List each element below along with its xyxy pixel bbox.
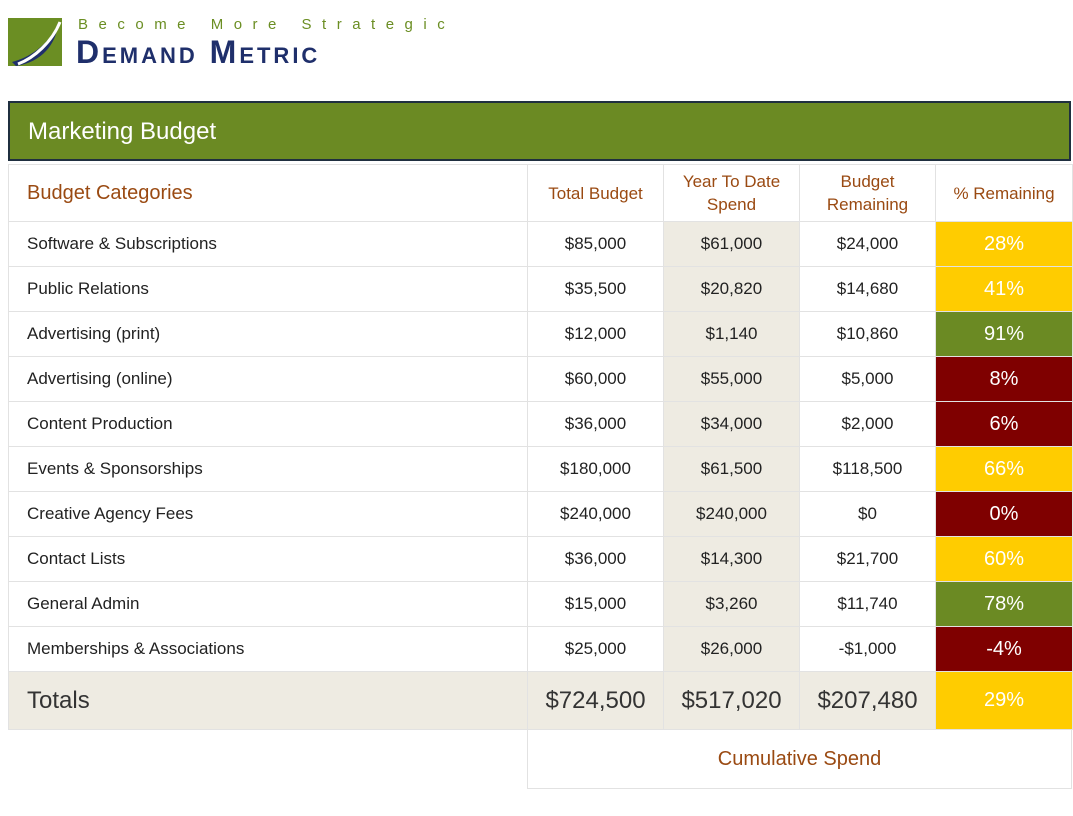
percent-remaining-cell: -4% <box>935 626 1073 672</box>
total-budget-cell: $60,000 <box>527 356 664 402</box>
budget-remaining-cell: $11,740 <box>799 581 936 627</box>
total-budget-cell: $35,500 <box>527 266 664 312</box>
demand-metric-logo: Become More Strategic Demand Metric <box>8 14 488 70</box>
budget-remaining-cell: $24,000 <box>799 221 936 267</box>
table-row: Events & Sponsorships $180,000 $61,500 $118… <box>8 446 1073 492</box>
header-row: Budget Categories Total Budget Year To D… <box>8 164 1073 222</box>
table-row: Public Relations $35,500 $20,820 $14,680 41% <box>8 266 1073 312</box>
totals-budget-remaining: $207,480 <box>799 671 936 730</box>
table-row: Content Production $36,000 $34,000 $2,000 6% <box>8 401 1073 447</box>
category-cell: General Admin <box>8 581 528 627</box>
totals-percent-remaining: 29% <box>935 671 1073 730</box>
budget-table: Budget Categories Total Budget Year To D… <box>8 164 1073 730</box>
percent-remaining-cell: 0% <box>935 491 1073 537</box>
budget-remaining-cell: $0 <box>799 491 936 537</box>
totals-total-budget: $724,500 <box>527 671 664 730</box>
table-row: Advertising (online) $60,000 $55,000 $5,000… <box>8 356 1073 402</box>
budget-remaining-cell: $118,500 <box>799 446 936 492</box>
category-cell: Advertising (online) <box>8 356 528 402</box>
budget-remaining-cell: $5,000 <box>799 356 936 402</box>
cumulative-spend-label: Cumulative Spend <box>527 729 1072 789</box>
percent-remaining-cell: 78% <box>935 581 1073 627</box>
page-title: Marketing Budget <box>28 118 217 145</box>
total-budget-cell: $25,000 <box>527 626 664 672</box>
total-budget-cell: $36,000 <box>527 401 664 447</box>
category-cell: Advertising (print) <box>8 311 528 357</box>
category-cell: Creative Agency Fees <box>8 491 528 537</box>
percent-remaining-cell: 8% <box>935 356 1073 402</box>
header-percent-remaining: % Remaining <box>935 164 1073 222</box>
table-row: Creative Agency Fees $240,000 $240,000 $0 0% <box>8 491 1073 537</box>
header-budget-categories: Budget Categories <box>8 164 528 222</box>
percent-remaining-cell: 91% <box>935 311 1073 357</box>
ytd-spend-cell: $55,000 <box>663 356 800 402</box>
table-row: General Admin $15,000 $3,260 $11,740 78% <box>8 581 1073 627</box>
category-cell: Events & Sponsorships <box>8 446 528 492</box>
ytd-spend-cell: $14,300 <box>663 536 800 582</box>
category-cell: Contact Lists <box>8 536 528 582</box>
percent-remaining-cell: 60% <box>935 536 1073 582</box>
logo-mark-icon <box>8 18 62 66</box>
category-cell: Memberships & Associations <box>8 626 528 672</box>
table-row: Memberships & Associations $25,000 $26,000… <box>8 626 1073 672</box>
total-budget-cell: $180,000 <box>527 446 664 492</box>
ytd-spend-cell: $1,140 <box>663 311 800 357</box>
total-budget-cell: $240,000 <box>527 491 664 537</box>
budget-remaining-cell: -$1,000 <box>799 626 936 672</box>
budget-remaining-cell: $21,700 <box>799 536 936 582</box>
category-cell: Content Production <box>8 401 528 447</box>
percent-remaining-cell: 6% <box>935 401 1073 447</box>
logo-brand-name: Demand Metric <box>76 34 321 70</box>
category-cell: Software & Subscriptions <box>8 221 528 267</box>
totals-row: Totals $724,500 $517,020 $207,480 29% <box>8 671 1073 730</box>
ytd-spend-cell: $3,260 <box>663 581 800 627</box>
table-row: Software & Subscriptions $85,000 $61,000 $2… <box>8 221 1073 267</box>
totals-ytd-spend: $517,020 <box>663 671 800 730</box>
ytd-spend-cell: $61,500 <box>663 446 800 492</box>
budget-remaining-cell: $14,680 <box>799 266 936 312</box>
percent-remaining-cell: 28% <box>935 221 1073 267</box>
total-budget-cell: $85,000 <box>527 221 664 267</box>
total-budget-cell: $36,000 <box>527 536 664 582</box>
category-cell: Public Relations <box>8 266 528 312</box>
budget-remaining-cell: $10,860 <box>799 311 936 357</box>
table-row: Advertising (print) $12,000 $1,140 $10,860 9… <box>8 311 1073 357</box>
table-body: Software & Subscriptions $85,000 $61,000 $2… <box>8 221 1073 672</box>
logo-tagline: Become More Strategic <box>78 16 456 33</box>
ytd-spend-cell: $26,000 <box>663 626 800 672</box>
ytd-spend-cell: $20,820 <box>663 266 800 312</box>
budget-remaining-cell: $2,000 <box>799 401 936 447</box>
header-budget-remaining: Budget Remaining <box>799 164 936 222</box>
table-row: Contact Lists $36,000 $14,300 $21,700 60% <box>8 536 1073 582</box>
header-ytd-spend: Year To Date Spend <box>663 164 800 222</box>
total-budget-cell: $15,000 <box>527 581 664 627</box>
total-budget-cell: $12,000 <box>527 311 664 357</box>
percent-remaining-cell: 66% <box>935 446 1073 492</box>
ytd-spend-cell: $34,000 <box>663 401 800 447</box>
title-bar: Marketing Budget <box>8 101 1071 161</box>
totals-label: Totals <box>8 671 528 730</box>
header-total-budget: Total Budget <box>527 164 664 222</box>
percent-remaining-cell: 41% <box>935 266 1073 312</box>
ytd-spend-cell: $240,000 <box>663 491 800 537</box>
ytd-spend-cell: $61,000 <box>663 221 800 267</box>
